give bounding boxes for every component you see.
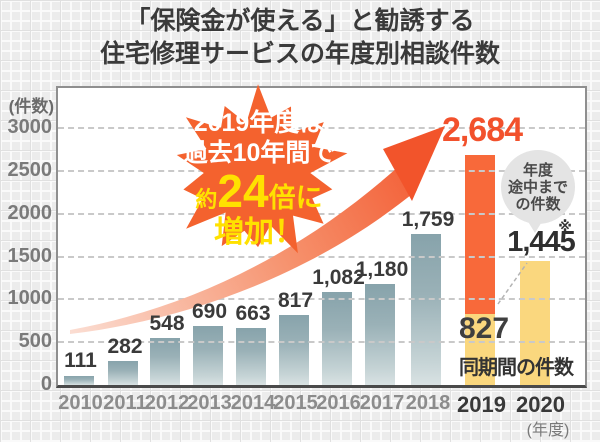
x-label-2010: 2010 xyxy=(58,392,103,414)
bar-2019-same-period-segment xyxy=(464,314,495,385)
same-period-value-label: 827 xyxy=(458,312,510,345)
y-tick-2500: 2500 xyxy=(7,158,53,181)
x-label-2017: 2017 xyxy=(359,392,405,414)
chart-title-line1: 「保険金が使える」と勧誘する xyxy=(125,7,475,35)
bubble-line1: 年度 xyxy=(522,161,553,179)
mid-year-bubble: 年度 途中まで の件数 xyxy=(501,150,575,224)
gridline-500 xyxy=(58,341,585,344)
bar-2011 xyxy=(108,360,138,385)
x-label-2019: 2019 xyxy=(457,392,506,417)
starburst-line4: 増加！ xyxy=(214,216,304,249)
x-label-2013: 2013 xyxy=(187,392,232,414)
x-label-2012: 2012 xyxy=(144,392,190,414)
starburst-callout: 2019年度は 過去10年間で 約24倍に 増加！ xyxy=(160,108,358,249)
value-2019-label: 2,684 xyxy=(441,111,523,149)
bar-2012 xyxy=(150,338,180,385)
y-axis-unit-label: (件数) xyxy=(8,97,54,116)
y-tick-3000: 3000 xyxy=(7,116,53,139)
starburst-line2: 過去10年間で xyxy=(182,139,336,167)
starburst-multiplier-value: 24 xyxy=(217,165,269,217)
bar-2014 xyxy=(236,328,266,385)
value-label-2011: 282 xyxy=(107,334,143,358)
footnote-mark: ※ xyxy=(558,218,572,234)
starburst-line3: 約24倍に xyxy=(160,168,358,216)
y-tick-2000: 2000 xyxy=(7,201,53,224)
x-label-2018: 2018 xyxy=(405,392,451,414)
value-2020-label: 1,445 xyxy=(507,226,576,258)
x-label-2016: 2016 xyxy=(316,392,361,414)
x-label-2011: 2011 xyxy=(103,392,147,414)
y-tick-500: 500 xyxy=(18,330,52,353)
chart-title-line2: 住宅修理サービスの年度別相談件数 xyxy=(99,40,500,68)
bar-2010 xyxy=(63,375,94,385)
bubble-line2: 途中まで xyxy=(507,178,568,196)
starburst-line1: 2019年度は xyxy=(193,109,325,137)
y-tick-1000: 1000 xyxy=(7,287,53,310)
bar-2013 xyxy=(192,325,223,385)
starburst-approx-label: 約 xyxy=(195,187,218,212)
bar-2019 xyxy=(464,155,495,385)
value-label-2018: 1,759 xyxy=(401,208,455,232)
x-label-2020: 2020 xyxy=(516,392,565,417)
x-label-2014: 2014 xyxy=(230,392,276,414)
bubble-line3: の件数 xyxy=(515,195,561,213)
y-tick-0: 0 xyxy=(40,373,52,395)
value-label-2015: 817 xyxy=(277,289,314,313)
bar-2015 xyxy=(278,315,309,385)
x-label-2015: 2015 xyxy=(273,392,318,414)
chart-title: 「保険金が使える」と勧誘する 住宅修理サービスの年度別相談件数 xyxy=(0,5,600,71)
value-label-2017: 1,180 xyxy=(355,257,409,281)
bubble-tail xyxy=(527,220,543,233)
starburst-times-label: 倍に xyxy=(268,183,323,213)
same-period-text-label: 同期間の件数 xyxy=(459,357,574,379)
x-axis-unit-label: (年度) xyxy=(526,422,570,439)
value-label-2010: 111 xyxy=(64,349,97,373)
y-tick-1500: 1500 xyxy=(7,244,53,267)
